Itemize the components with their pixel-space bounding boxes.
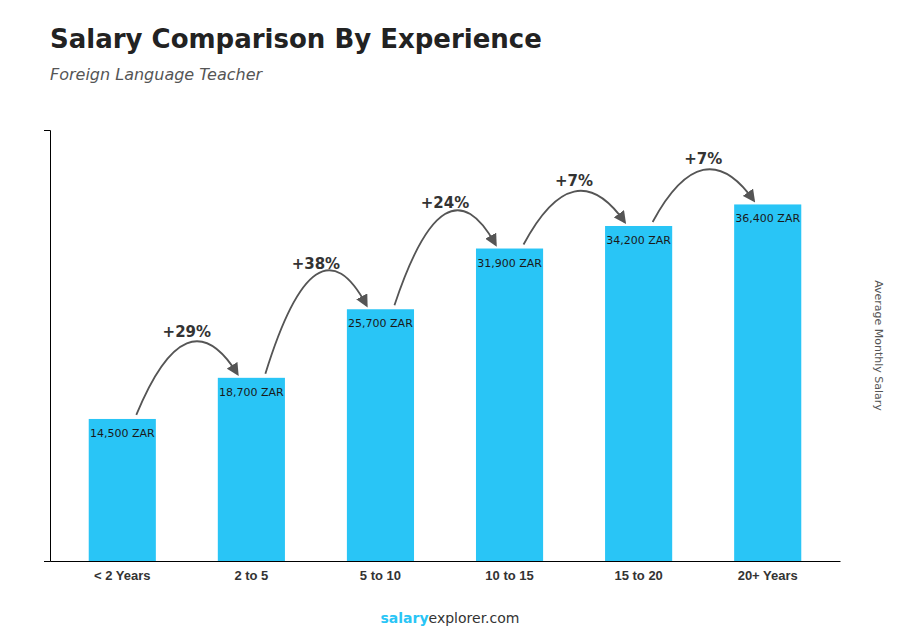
bar [476, 249, 543, 561]
x-tick: 10 to 15 [485, 561, 533, 583]
annotation-arrow [136, 341, 237, 415]
footer-part: explorer.com [429, 610, 520, 626]
plot: < 2 Years 2 to 5 5 to 10 10 to 15 15 to 20 20… [44, 131, 841, 584]
bar [605, 226, 672, 561]
y-axis [44, 131, 51, 562]
annotation: +24% [421, 194, 469, 212]
x-tick: < 2 Years [94, 561, 151, 583]
footer: salaryexplorer.com [381, 610, 520, 626]
subtitle: Foreign Language Teacher [50, 65, 264, 84]
footer-part: salary [381, 610, 429, 626]
title: Salary Comparison By Experience [50, 24, 542, 54]
x-tick: 2 to 5 [234, 561, 268, 583]
data-label: 34,200 ZAR [606, 234, 671, 247]
x-tick-label: 15 to 20 [614, 568, 662, 583]
bar [347, 309, 414, 561]
y-axis-title: Average Monthly Salary [872, 280, 885, 411]
annotation: +38% [292, 255, 340, 273]
annotation-arrow [265, 270, 366, 374]
data-label: 14,500 ZAR [90, 427, 155, 440]
x-tick-label: 10 to 15 [485, 568, 533, 583]
bars [89, 204, 802, 561]
data-label: 18,700 ZAR [219, 386, 284, 399]
chart: Salary Comparison By Experience Foreign L… [0, 0, 900, 641]
bar [734, 204, 801, 561]
x-tick-label: 5 to 10 [360, 568, 401, 583]
y-axis-line [44, 131, 51, 562]
annotation-arrow [394, 210, 495, 305]
x-axis-line [51, 561, 841, 562]
annotations: +29% +38% +24% +7% +7% [136, 150, 753, 415]
bar [89, 419, 156, 561]
data-label: 36,400 ZAR [735, 212, 800, 225]
bar [218, 378, 285, 561]
x-tick: 15 to 20 [614, 561, 662, 583]
annotation: +7% [684, 150, 722, 168]
data-label: 31,900 ZAR [477, 257, 542, 270]
data-label: 25,700 ZAR [348, 317, 413, 330]
x-tick-label: < 2 Years [94, 568, 151, 583]
data-labels: 14,500 ZAR 18,700 ZAR 25,700 ZAR 31,900 ZAR… [90, 212, 800, 440]
x-tick: 5 to 10 [360, 561, 401, 583]
annotation: +29% [163, 323, 211, 341]
annotation-arrow [653, 169, 754, 222]
annotation-arrow [524, 191, 625, 245]
annotation: +7% [555, 172, 593, 190]
x-tick: 20+ Years [738, 561, 798, 583]
x-tick-label: 2 to 5 [234, 568, 268, 583]
x-tick-label: 20+ Years [738, 568, 798, 583]
x-axis: < 2 Years 2 to 5 5 to 10 10 to 15 15 to 20 20… [51, 561, 841, 583]
